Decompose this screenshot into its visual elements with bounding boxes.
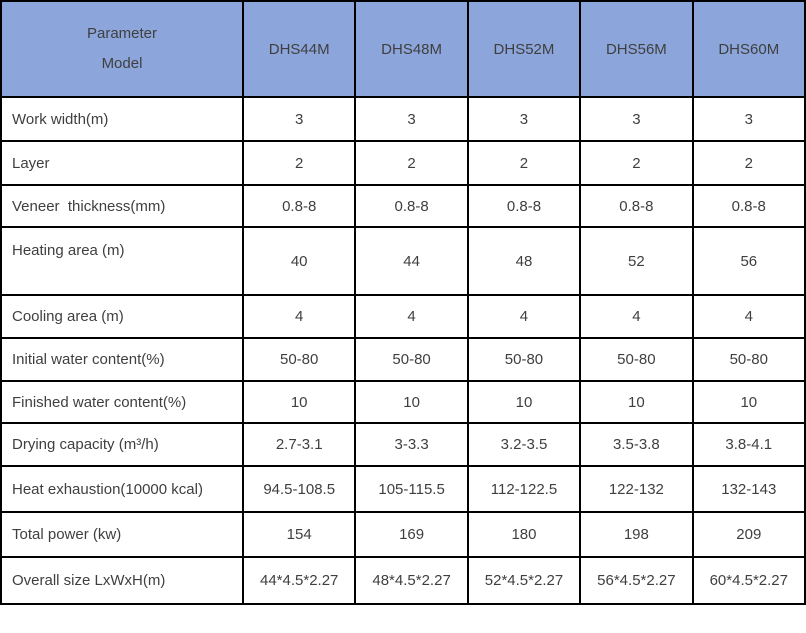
table-row: Overall size LxWxH(m) 44*4.5*2.27 48*4.5*2…: [0, 556, 806, 605]
table-row: Total power (kw) 154 169 180 198 209: [0, 511, 806, 558]
row-label: Work width(m): [0, 96, 244, 142]
row-label: Heating area (m): [0, 226, 244, 296]
cell-value: 169: [354, 511, 469, 558]
column-header-dhs52m: DHS52M: [466, 0, 582, 98]
cell-value: 2.7-3.1: [241, 422, 357, 467]
cell-value: 44: [354, 226, 469, 296]
table-row: Drying capacity (m³/h) 2.7-3.1 3-3.3 3.2-3.…: [0, 422, 806, 467]
cell-value: 10: [466, 380, 582, 424]
cell-value: 3: [466, 96, 582, 142]
cell-value: 4: [691, 294, 806, 339]
corner-line-model: Model: [101, 55, 143, 72]
row-label: Drying capacity (m³/h): [0, 422, 244, 467]
cell-value: 52: [579, 226, 694, 296]
cell-value: 10: [241, 380, 357, 424]
cell-value: 0.8-8: [466, 184, 582, 228]
cell-value: 56*4.5*2.27: [579, 556, 694, 605]
cell-value: 3.8-4.1: [691, 422, 806, 467]
row-label: Initial water content(%): [0, 337, 244, 382]
cell-value: 0.8-8: [691, 184, 806, 228]
corner-line-parameter: Parameter: [86, 25, 158, 42]
cell-value: 0.8-8: [579, 184, 694, 228]
cell-value: 56: [691, 226, 806, 296]
cell-value: 3: [579, 96, 694, 142]
cell-value: 112-122.5: [466, 465, 582, 513]
cell-value: 2: [241, 140, 357, 186]
table-row: Veneer thickness(mm) 0.8-8 0.8-8 0.8-8 0.8-8…: [0, 184, 806, 228]
cell-value: 2: [466, 140, 582, 186]
table-row: Heating area (m) 40 44 48 52 56: [0, 226, 806, 296]
cell-value: 122-132: [579, 465, 694, 513]
cell-value: 3.5-3.8: [579, 422, 694, 467]
cell-value: 50-80: [241, 337, 357, 382]
cell-value: 198: [579, 511, 694, 558]
cell-value: 105-115.5: [354, 465, 469, 513]
row-label: Finished water content(%): [0, 380, 244, 424]
cell-value: 154: [241, 511, 357, 558]
cell-value: 4: [241, 294, 357, 339]
cell-value: 40: [241, 226, 357, 296]
table-row: Layer 2 2 2 2 2: [0, 140, 806, 186]
table-row: Initial water content(%) 50-80 50-80 50-80 5…: [0, 337, 806, 382]
cell-value: 44*4.5*2.27: [241, 556, 357, 605]
cell-value: 2: [579, 140, 694, 186]
cell-value: 10: [579, 380, 694, 424]
cell-value: 3-3.3: [354, 422, 469, 467]
cell-value: 60*4.5*2.27: [691, 556, 806, 605]
cell-value: 50-80: [691, 337, 806, 382]
column-header-dhs48m: DHS48M: [354, 0, 469, 98]
row-label: Heat exhaustion(10000 kcal): [0, 465, 244, 513]
cell-value: 2: [691, 140, 806, 186]
cell-value: 94.5-108.5: [241, 465, 357, 513]
corner-header: Parameter Model: [0, 0, 244, 98]
cell-value: 50-80: [354, 337, 469, 382]
cell-value: 0.8-8: [354, 184, 469, 228]
cell-value: 50-80: [466, 337, 582, 382]
cell-value: 132-143: [691, 465, 806, 513]
table-row: Heat exhaustion(10000 kcal) 94.5-108.5 105…: [0, 465, 806, 513]
spec-table: Parameter Model DHS44M DHS48M DHS52M DHS…: [0, 0, 806, 605]
cell-value: 48*4.5*2.27: [354, 556, 469, 605]
row-label: Layer: [0, 140, 244, 186]
cell-value: 209: [691, 511, 806, 558]
cell-value: 180: [466, 511, 582, 558]
cell-value: 3: [354, 96, 469, 142]
row-label: Overall size LxWxH(m): [0, 556, 244, 605]
cell-value: 10: [354, 380, 469, 424]
row-label: Veneer thickness(mm): [0, 184, 244, 228]
row-label: Total power (kw): [0, 511, 244, 558]
cell-value: 50-80: [579, 337, 694, 382]
cell-value: 4: [354, 294, 469, 339]
cell-value: 3.2-3.5: [466, 422, 582, 467]
cell-value: 4: [466, 294, 582, 339]
column-header-dhs60m: DHS60M: [691, 0, 806, 98]
row-label: Cooling area (m): [0, 294, 244, 339]
cell-value: 10: [691, 380, 806, 424]
table-body: Work width(m) 3 3 3 3 3 Layer 2 2 2 2 2 Veneer thick…: [0, 96, 806, 605]
cell-value: 4: [579, 294, 694, 339]
cell-value: 52*4.5*2.27: [466, 556, 582, 605]
cell-value: 2: [354, 140, 469, 186]
column-header-dhs56m: DHS56M: [579, 0, 694, 98]
cell-value: 0.8-8: [241, 184, 357, 228]
cell-value: 3: [691, 96, 806, 142]
header-row: Parameter Model DHS44M DHS48M DHS52M DHS…: [0, 0, 806, 98]
cell-value: 3: [241, 96, 357, 142]
column-header-dhs44m: DHS44M: [241, 0, 357, 98]
table-row: Finished water content(%) 10 10 10 10 10: [0, 380, 806, 424]
table-row: Cooling area (m) 4 4 4 4 4: [0, 294, 806, 339]
table-row: Work width(m) 3 3 3 3 3: [0, 96, 806, 142]
cell-value: 48: [466, 226, 582, 296]
